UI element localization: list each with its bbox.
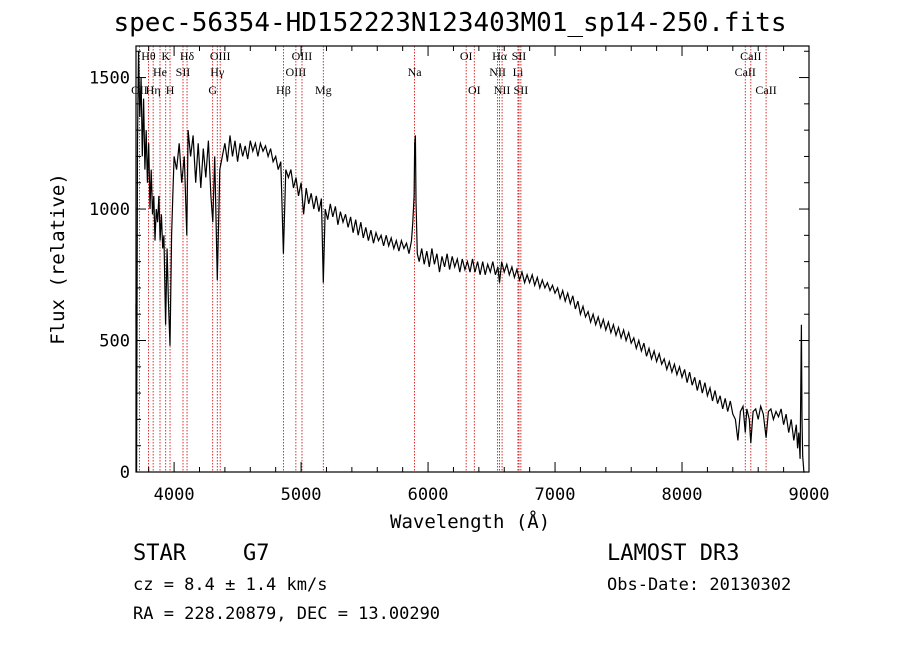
line-marker-label: CaII <box>755 83 776 97</box>
line-marker-label: Hη <box>146 83 161 97</box>
y-tick-label: 1500 <box>89 69 130 89</box>
spectral-line-markers <box>139 46 767 472</box>
line-marker-label: NII <box>489 65 506 79</box>
line-marker-label: SII <box>512 49 527 63</box>
redshift-cz: cz = 8.4 ± 1.4 km/s <box>133 575 328 595</box>
line-marker-label: Hα <box>492 49 508 63</box>
line-marker-label: OIII <box>210 49 231 63</box>
y-axis-label: Flux (relative) <box>47 173 69 345</box>
x-tick-label: 7000 <box>535 485 576 505</box>
x-tick-label: 5000 <box>281 485 322 505</box>
line-marker-label: Na <box>408 65 423 79</box>
line-marker-label: OI <box>460 49 473 63</box>
x-tick-label: 8000 <box>662 485 703 505</box>
x-tick-label: 9000 <box>789 485 830 505</box>
axis-ticks: 4000 5000 6000 7000 8000 9000 0 500 1000 1500 <box>89 46 829 505</box>
line-marker-label: NII <box>494 83 511 97</box>
line-marker-label: CaII <box>735 65 756 79</box>
line-marker-label: CaII <box>740 49 761 63</box>
coordinates: RA = 228.20879, DEC = 13.00290 <box>133 604 441 624</box>
observation-date: Obs-Date: 20130302 <box>607 575 792 595</box>
line-marker-label: SII <box>176 65 191 79</box>
line-marker-label: Hγ <box>210 65 225 79</box>
chart-title: spec-56354-HD152223N123403M01_sp14-250.f… <box>113 8 787 38</box>
y-tick-label: 1000 <box>89 200 130 220</box>
y-tick-label: 0 <box>120 463 130 483</box>
line-marker-label: He <box>153 65 167 79</box>
x-tick-label: 6000 <box>408 485 449 505</box>
line-marker-label: Hδ <box>180 49 195 63</box>
line-marker-label: Hβ <box>276 83 291 97</box>
x-axis-label: Wavelength (Å) <box>390 511 551 533</box>
object-subclass: G7 <box>243 541 270 566</box>
line-marker-label: Li <box>513 65 524 79</box>
line-marker-label: Mg <box>315 83 332 97</box>
line-marker-label: Hθ <box>141 49 156 63</box>
line-marker-label: OIII <box>292 49 313 63</box>
line-marker-label: SII <box>514 83 529 97</box>
line-marker-label: OI <box>468 83 481 97</box>
survey-name: LAMOST DR3 <box>607 541 740 566</box>
line-marker-label: K <box>161 49 170 63</box>
flux-series-line <box>135 51 806 473</box>
line-marker-label: OIII <box>286 65 307 79</box>
line-marker-label: H <box>166 83 175 97</box>
object-class: STAR <box>133 541 186 566</box>
spectral-line-labels: HθOIIHηHeKHSIIHδGHγOIIIHβOIIIOIIIMgNaOIO… <box>131 49 777 97</box>
line-marker-label: G <box>208 83 217 97</box>
x-tick-label: 4000 <box>154 485 195 505</box>
plot-frame <box>135 45 810 473</box>
y-tick-label: 500 <box>99 332 130 352</box>
